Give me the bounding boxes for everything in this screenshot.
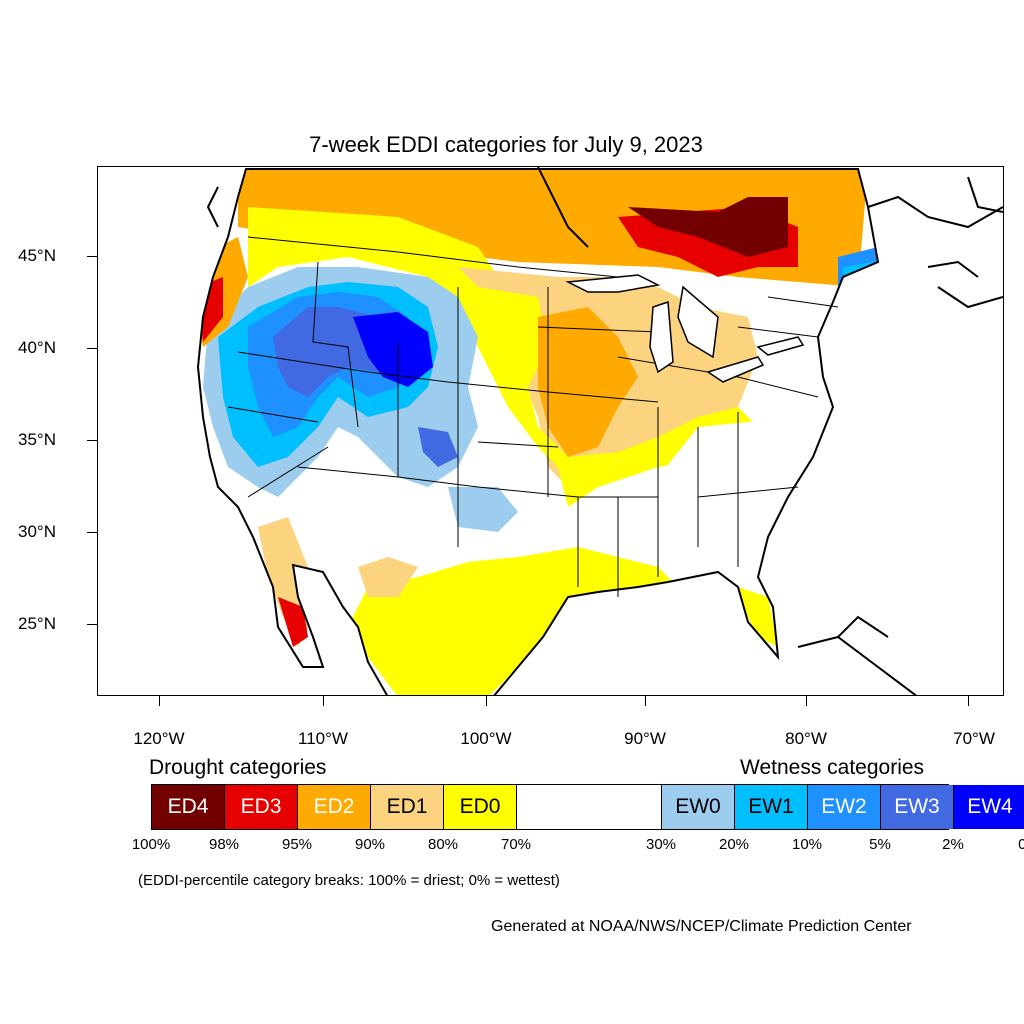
eddi-map	[197, 167, 1003, 695]
lat-label: 35°N	[18, 430, 56, 449]
state-boundaries	[227, 236, 839, 597]
legend-swatch-ew1: EW1	[735, 785, 808, 829]
lon-label: 70°W	[953, 729, 995, 748]
percentile-break-label: 95%	[281, 836, 313, 853]
lon-label: 110°W	[298, 729, 348, 748]
lat-tick	[87, 532, 97, 533]
lat-label: 45°N	[18, 246, 56, 265]
category-note: (EDDI-percentile category breaks: 100% =…	[138, 872, 560, 889]
lon-label: 100°W	[460, 729, 512, 748]
lon-tick	[968, 696, 969, 706]
lon-tick	[159, 696, 160, 706]
lon-label: 120°W	[133, 729, 185, 748]
legend-swatch-ew4: EW4	[954, 785, 1024, 829]
legend-swatch-ew0: EW0	[662, 785, 735, 829]
percentile-break-label: 80%	[427, 836, 459, 853]
lat-tick	[87, 624, 97, 625]
lat-tick	[87, 256, 97, 257]
percentile-break-label: 98%	[208, 836, 240, 853]
legend-swatch-ed1: ED1	[371, 785, 444, 829]
lon-tick	[645, 696, 646, 706]
percentile-break-label: 90%	[354, 836, 386, 853]
lon-label: 80°W	[785, 729, 827, 748]
lon-label: 90°W	[624, 729, 666, 748]
lat-tick	[87, 348, 97, 349]
percentile-break-label: 30%	[645, 836, 677, 853]
legend-swatch-ed2: ED2	[298, 785, 371, 829]
legend-swatch-ew3: EW3	[881, 785, 954, 829]
percentile-break-label: 0%	[1018, 836, 1024, 853]
credit-line: Generated at NOAA/NWS/NCEP/Climate Predi…	[491, 918, 912, 935]
wetness-heading: Wetness categories	[740, 756, 925, 779]
outer-coastlines	[206, 167, 1003, 695]
percentile-break-label: 5%	[869, 836, 891, 853]
percentile-break-label: 10%	[791, 836, 823, 853]
great-lakes	[565, 274, 805, 383]
legend-swatch-ed3: ED3	[225, 785, 298, 829]
percentile-break-label: 70%	[500, 836, 532, 853]
map-panel	[97, 166, 1004, 696]
legend-swatch-normal	[517, 785, 662, 829]
eddi-category-fields	[198, 169, 878, 695]
legend-swatch-ew2: EW2	[808, 785, 881, 829]
legend-swatch-ed0: ED0	[444, 785, 517, 829]
drought-heading: Drought categories	[149, 756, 327, 779]
percentile-break-label: 20%	[718, 836, 750, 853]
lat-tick	[87, 440, 97, 441]
percentile-break-label: 100%	[131, 836, 171, 853]
lon-tick	[323, 696, 324, 706]
legend-swatch-ed4: ED4	[152, 785, 225, 829]
map-title: 7-week EDDI categories for July 9, 2023	[309, 132, 703, 157]
lon-tick	[486, 696, 487, 706]
lon-tick	[806, 696, 807, 706]
lat-label: 25°N	[18, 614, 56, 633]
lat-label: 40°N	[18, 338, 56, 357]
percentile-break-label: 2%	[942, 836, 964, 853]
legend-colorbar: ED4 ED3 ED2 ED1 ED0 EW0 EW1 EW2 EW3 EW4	[151, 784, 1024, 830]
lat-label: 30°N	[18, 522, 56, 541]
